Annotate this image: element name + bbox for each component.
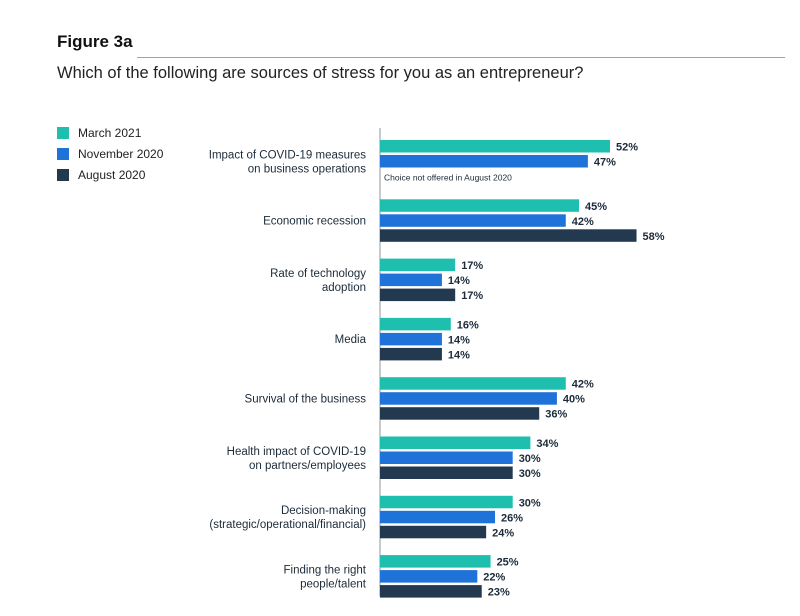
bar	[380, 273, 442, 287]
category-label: people/talent	[300, 578, 367, 590]
bar	[380, 377, 566, 390]
legend-swatch	[57, 168, 69, 181]
chart-legend: March 2021 November 2020 August 2020	[57, 122, 163, 185]
bar	[380, 347, 442, 361]
data-label: 58%	[643, 231, 665, 243]
category-label: Survival of the business	[245, 393, 367, 405]
bar	[380, 214, 566, 227]
bar	[380, 466, 513, 479]
data-label: 30%	[519, 453, 541, 465]
data-label: 40%	[563, 394, 585, 406]
data-label: 36%	[545, 409, 567, 421]
data-label: 25%	[497, 557, 519, 569]
data-label: 42%	[572, 216, 594, 228]
category-label: Finding the right	[284, 564, 367, 576]
bar	[380, 555, 491, 568]
data-label: 22%	[483, 572, 505, 584]
data-label: 14%	[448, 349, 470, 361]
figure-divider	[137, 57, 785, 58]
bar	[380, 258, 456, 272]
data-label: 16%	[457, 319, 479, 331]
legend-item-march-2021: March 2021	[57, 122, 163, 143]
data-label: 23%	[488, 587, 510, 599]
legend-swatch	[57, 147, 69, 160]
legend-label: March 2021	[78, 125, 142, 140]
legend-item-november-2020: November 2020	[57, 143, 163, 164]
bar	[380, 495, 513, 509]
bar	[380, 407, 540, 420]
data-label: 17%	[461, 290, 483, 302]
data-label: 30%	[519, 497, 541, 509]
category-label: on business operations	[248, 163, 367, 175]
legend-label: August 2020	[78, 167, 146, 182]
data-label: 26%	[501, 512, 523, 524]
bar	[380, 392, 557, 405]
category-label: Impact of COVID-19 measures	[209, 149, 366, 161]
bar	[380, 436, 531, 449]
data-label: 34%	[536, 438, 558, 450]
bar	[380, 585, 482, 598]
bar	[380, 229, 637, 242]
bar-annotation: Choice not offered in August 2020	[384, 173, 512, 183]
category-label: (strategic/operational/financial)	[209, 519, 366, 531]
data-label: 17%	[461, 260, 483, 272]
category-label: Media	[335, 334, 367, 346]
bar	[380, 155, 588, 168]
bar	[380, 525, 487, 539]
category-label: Health impact of COVID-19	[227, 446, 366, 458]
category-label: Rate of technology	[270, 268, 366, 280]
data-label: 14%	[448, 334, 470, 346]
category-label: adoption	[322, 282, 366, 294]
bar	[380, 317, 451, 331]
bar	[380, 332, 442, 346]
category-label: Decision-making	[281, 505, 366, 517]
legend-item-august-2020: August 2020	[57, 164, 163, 185]
bar	[380, 570, 478, 583]
data-label: 42%	[572, 379, 594, 391]
bar	[380, 199, 580, 212]
bar	[380, 510, 495, 524]
bar	[380, 140, 610, 153]
bar	[380, 288, 456, 302]
data-label: 14%	[448, 275, 470, 287]
data-label: 24%	[492, 527, 514, 539]
category-label: Economic recession	[263, 216, 366, 228]
legend-label: November 2020	[78, 146, 164, 161]
data-label: 30%	[519, 468, 541, 480]
data-label: 47%	[594, 157, 616, 169]
data-label: 52%	[616, 142, 638, 154]
figure-label: Figure 3a	[57, 32, 133, 51]
legend-swatch	[57, 126, 69, 139]
category-label: on partners/employees	[249, 460, 366, 472]
data-label: 45%	[585, 201, 607, 213]
chart-question: Which of the following are sources of st…	[57, 64, 584, 82]
bar	[380, 451, 513, 464]
